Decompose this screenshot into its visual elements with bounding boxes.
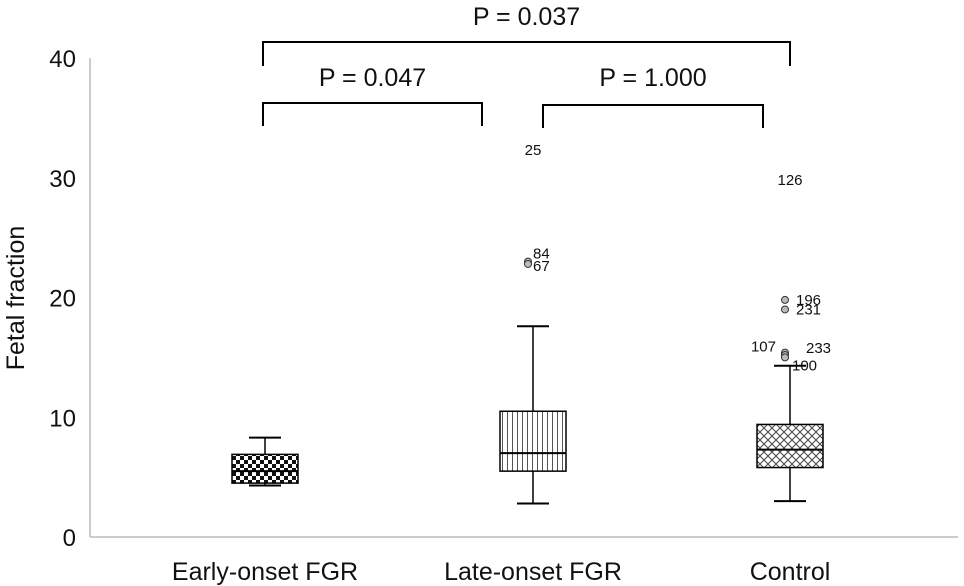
p-value-label: P = 0.047 xyxy=(319,64,426,92)
y-tick-label: 0 xyxy=(63,525,76,552)
y-tick-label: 20 xyxy=(49,286,76,313)
iqr-box xyxy=(499,410,567,472)
significance-bracket: P = 1.000 xyxy=(542,64,764,128)
outlier-marker xyxy=(781,295,789,304)
outlier-label: 196 xyxy=(796,292,821,309)
x-axis: Early-onset FGR Late-onset FGR Control xyxy=(90,536,958,586)
bracket-line xyxy=(542,104,764,128)
x-tick-label: Early-onset FGR xyxy=(172,558,358,586)
y-axis-label: Fetal fraction xyxy=(2,226,30,371)
significance-brackets: P = 0.047 P = 1.000 P = 0.037 xyxy=(262,3,791,128)
x-tick-label: Control xyxy=(750,558,831,586)
bracket-line xyxy=(262,41,791,66)
outlier-label: 126 xyxy=(777,172,802,189)
significance-bracket: P = 0.047 xyxy=(262,64,483,126)
box-early-onset-fgr xyxy=(231,436,299,487)
p-value-label: P = 1.000 xyxy=(599,64,706,92)
outlier-label: 233 xyxy=(806,340,831,357)
outlier-label: 100 xyxy=(792,357,817,374)
y-tick-label: 40 xyxy=(49,46,76,73)
outlier-marker xyxy=(781,305,789,314)
outlier-label: 231 xyxy=(796,301,821,318)
outlier-label: 107 xyxy=(751,339,776,356)
y-axis: 0 10 20 30 40 xyxy=(49,46,91,552)
outlier-label: 25 xyxy=(525,142,542,159)
iqr-box xyxy=(756,423,824,469)
p-value-label: P = 0.037 xyxy=(473,3,580,31)
y-tick-label: 30 xyxy=(49,166,76,193)
outlier-label: 84 xyxy=(533,246,550,263)
x-tick-label: Late-onset FGR xyxy=(444,558,622,586)
outlier-marker xyxy=(524,259,532,268)
significance-bracket: P = 0.037 xyxy=(262,3,791,66)
y-tick-label: 10 xyxy=(49,405,76,432)
outlier-label: 67 xyxy=(533,258,550,275)
iqr-box xyxy=(231,453,299,484)
outlier-marker xyxy=(781,353,789,362)
bracket-line xyxy=(262,102,483,126)
